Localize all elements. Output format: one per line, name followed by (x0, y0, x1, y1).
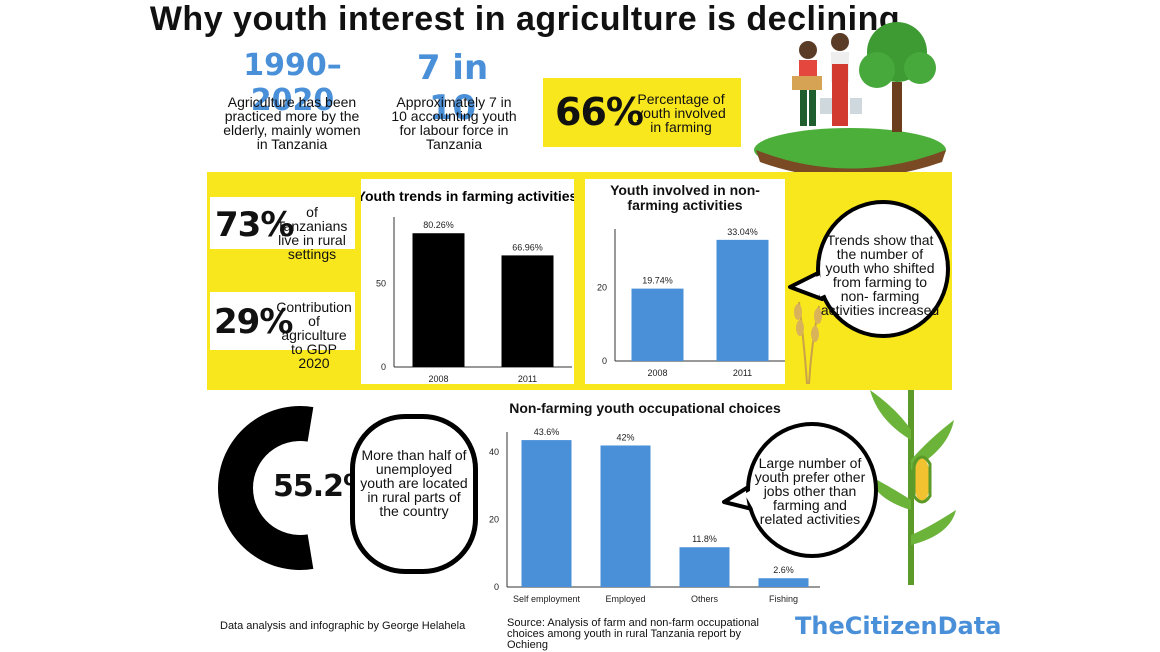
bubble-trends-text: Trends show that the number of youth who… (820, 232, 940, 318)
x-tick-label: 2011 (518, 374, 537, 384)
bar (631, 288, 684, 361)
stat-rural-text: of Tanzanians live in rural settings (276, 204, 348, 262)
stat-ratio: 7 in 10 (416, 48, 489, 128)
chart-farming-panel: Youth trends in farming activities 0 50 80… (357, 179, 578, 384)
chart-nonfarming-panel: Youth involved in non-farming activities… (585, 179, 785, 384)
stat-gdp-text: Contribution of agriculture to GDP 2020 (276, 299, 352, 371)
stat-rural-value: 73% (215, 205, 294, 245)
bubble-jobs-text: Large number of youth prefer other jobs … (754, 455, 866, 527)
page-title: Why youth interest in agriculture is dec… (149, 0, 901, 38)
x-tick-label: 2011 (733, 368, 752, 378)
unemployed-text: More than half of unemployed youth are l… (360, 447, 468, 519)
bar-value-label: 42% (616, 432, 634, 442)
stat-rural-box: 73% of Tanzanians live in rural settings (210, 197, 355, 261)
farmers-illustration (754, 22, 946, 177)
bar-value-label: 11.8% (692, 534, 717, 544)
bar (758, 578, 809, 587)
bar-value-label: 43.6% (534, 427, 560, 437)
y-tick-label: 50 (376, 279, 386, 289)
y-tick-label: 20 (597, 283, 607, 293)
donut-arc (217, 406, 314, 570)
y-tick-label: 0 (381, 362, 386, 372)
wheat-illustration (794, 301, 822, 384)
bar (716, 239, 769, 361)
bar (600, 445, 651, 587)
stat-farming-box: 66% Percentage of youth involved in farm… (543, 78, 741, 147)
bar-value-label: 66.96% (512, 242, 543, 252)
bar (679, 547, 730, 587)
bar-value-label: 2.6% (773, 565, 794, 575)
source-text: Source: Analysis of farm and non-farm oc… (507, 617, 759, 651)
stat-farming-text: Percentage of youth involved in farming (636, 91, 726, 135)
bar (521, 440, 572, 587)
bar-value-label: 19.74% (642, 276, 673, 286)
bar (501, 255, 554, 367)
stat-gdp-box: 29% Contribution of agriculture to GDP 2… (210, 292, 355, 370)
x-tick-label: 2008 (647, 368, 667, 378)
chart-nonfarming-involvement: 0 20 19.74% 2008 33.04% 2011 (597, 227, 785, 378)
x-tick-label: Employed (605, 594, 645, 604)
chart-farming-title: Youth trends in farming activities (361, 188, 574, 204)
donut-chart-unemployed (217, 406, 314, 570)
chart-farming-trends: Youth trends in farming activities 0 50 80… (357, 188, 578, 384)
stat-gdp-value: 29% (214, 302, 293, 342)
stat-ratio-text: Approximately 7 in 10 accounting youth f… (391, 94, 517, 152)
x-tick-label: 2008 (428, 374, 448, 384)
bar-value-label: 80.26% (423, 220, 454, 230)
stat-years: 1990–2020 (243, 48, 342, 118)
credit-text: Data analysis and infographic by George … (220, 620, 466, 632)
bar-value-label: 33.04% (727, 227, 758, 237)
x-tick-label: Fishing (769, 594, 798, 604)
chart-occupations-title: Non-farming youth occupational choices (509, 400, 781, 416)
x-tick-label: Self employment (513, 594, 581, 604)
speech-bubble-jobs (722, 422, 878, 558)
y-tick-label: 0 (494, 582, 499, 592)
x-tick-label: Others (691, 594, 719, 604)
y-tick-label: 40 (489, 447, 499, 457)
chart-nonfarming-title: Youth involved in non-farming activities (610, 182, 760, 213)
chart-occupational-choices: 0 20 40 43.6% Self employment 42% Employed 11.8… (489, 427, 820, 604)
y-tick-label: 0 (602, 356, 607, 366)
brand-logo: TheCitizenData (795, 612, 1002, 640)
y-tick-label: 20 (489, 515, 499, 525)
stat-farming-value: 66% (555, 90, 644, 134)
unemployed-text-box (350, 414, 478, 574)
bar (412, 233, 465, 367)
stat-years-text: Agriculture has been practiced more by t… (223, 94, 361, 152)
speech-bubble-trends (788, 200, 950, 338)
corn-illustration (868, 390, 956, 585)
